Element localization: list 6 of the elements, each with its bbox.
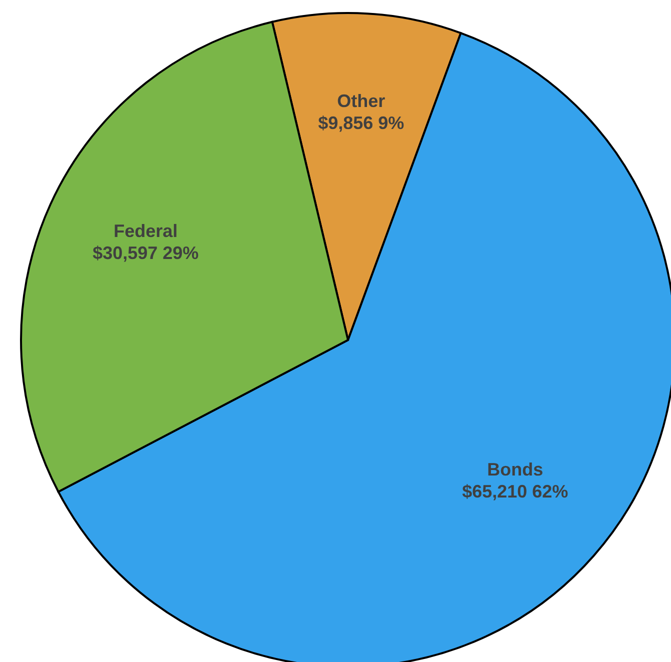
slice-label: Bonds — [487, 460, 544, 480]
data-label: $9,856 9% — [318, 113, 404, 134]
slice-label: Federal — [114, 220, 178, 241]
data-label: $30,597 29% — [92, 242, 199, 263]
data-label: $65,210 62% — [462, 482, 568, 502]
slice-label: Other — [337, 91, 386, 112]
